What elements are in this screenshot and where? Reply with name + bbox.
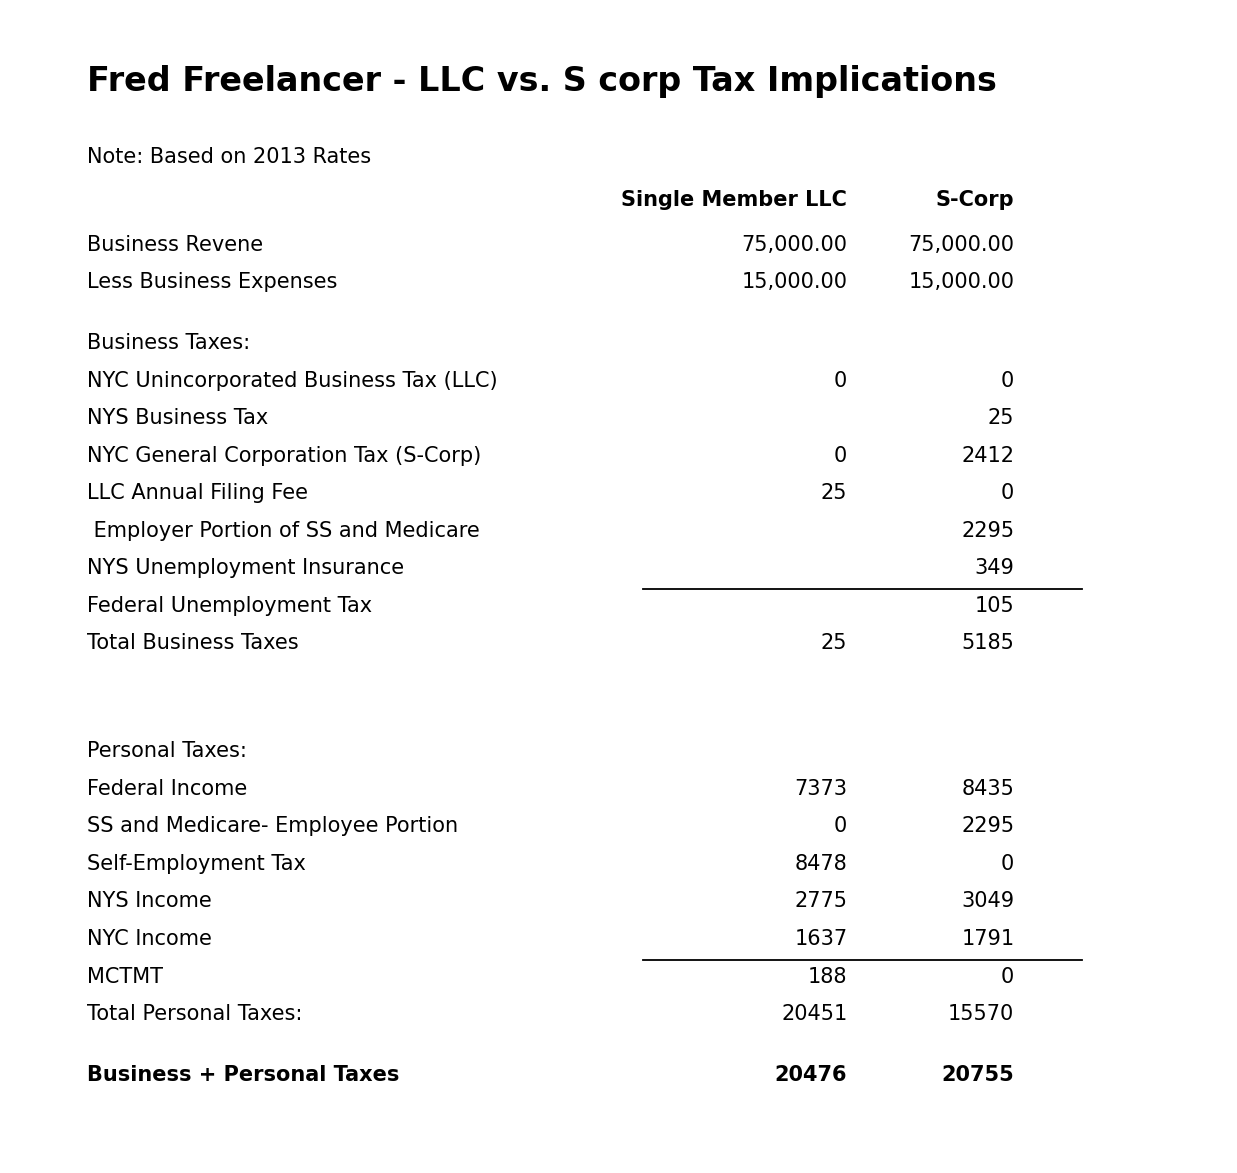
Text: Business Revene: Business Revene — [87, 235, 262, 255]
Text: 7373: 7373 — [794, 779, 847, 799]
Text: 0: 0 — [1001, 371, 1014, 391]
Text: Less Business Expenses: Less Business Expenses — [87, 272, 336, 292]
Text: 3049: 3049 — [961, 891, 1014, 911]
Text: Business Taxes:: Business Taxes: — [87, 333, 250, 353]
Text: 20476: 20476 — [774, 1065, 847, 1085]
Text: NYC Income: NYC Income — [87, 929, 212, 949]
Text: 2412: 2412 — [961, 446, 1014, 466]
Text: 0: 0 — [834, 371, 847, 391]
Text: 0: 0 — [1001, 967, 1014, 986]
Text: 2295: 2295 — [961, 816, 1014, 836]
Text: 1791: 1791 — [961, 929, 1014, 949]
Text: NYS Income: NYS Income — [87, 891, 212, 911]
Text: 349: 349 — [975, 558, 1014, 578]
Text: NYS Unemployment Insurance: NYS Unemployment Insurance — [87, 558, 403, 578]
Text: Personal Taxes:: Personal Taxes: — [87, 741, 246, 761]
Text: S-Corp: S-Corp — [935, 190, 1014, 210]
Text: 2295: 2295 — [961, 521, 1014, 541]
Text: Business + Personal Taxes: Business + Personal Taxes — [87, 1065, 400, 1085]
Text: MCTMT: MCTMT — [87, 967, 162, 986]
Text: 20755: 20755 — [941, 1065, 1014, 1085]
Text: 188: 188 — [808, 967, 847, 986]
Text: Total Business Taxes: Total Business Taxes — [87, 633, 298, 653]
Text: 15570: 15570 — [948, 1004, 1014, 1024]
Text: NYC Unincorporated Business Tax (LLC): NYC Unincorporated Business Tax (LLC) — [87, 371, 497, 391]
Text: SS and Medicare- Employee Portion: SS and Medicare- Employee Portion — [87, 816, 458, 836]
Text: 0: 0 — [834, 446, 847, 466]
Text: Self-Employment Tax: Self-Employment Tax — [87, 854, 306, 874]
Text: Single Member LLC: Single Member LLC — [621, 190, 847, 210]
Text: 25: 25 — [821, 633, 847, 653]
Text: 25: 25 — [988, 408, 1014, 428]
Text: 8435: 8435 — [961, 779, 1014, 799]
Text: Total Personal Taxes:: Total Personal Taxes: — [87, 1004, 302, 1024]
Text: 75,000.00: 75,000.00 — [741, 235, 847, 255]
Text: 75,000.00: 75,000.00 — [908, 235, 1014, 255]
Text: 25: 25 — [821, 483, 847, 503]
Text: Federal Income: Federal Income — [87, 779, 247, 799]
Text: 0: 0 — [1001, 854, 1014, 874]
Text: Federal Unemployment Tax: Federal Unemployment Tax — [87, 596, 371, 616]
Text: 2775: 2775 — [794, 891, 847, 911]
Text: Note: Based on 2013 Rates: Note: Based on 2013 Rates — [87, 147, 371, 167]
Text: 15,000.00: 15,000.00 — [908, 272, 1014, 292]
Text: 105: 105 — [975, 596, 1014, 616]
Text: 1637: 1637 — [794, 929, 847, 949]
Text: NYC General Corporation Tax (S-Corp): NYC General Corporation Tax (S-Corp) — [87, 446, 481, 466]
Text: 8478: 8478 — [794, 854, 847, 874]
Text: 15,000.00: 15,000.00 — [741, 272, 847, 292]
Text: Fred Freelancer - LLC vs. S corp Tax Implications: Fred Freelancer - LLC vs. S corp Tax Imp… — [87, 65, 997, 97]
Text: 0: 0 — [1001, 483, 1014, 503]
Text: 5185: 5185 — [961, 633, 1014, 653]
Text: LLC Annual Filing Fee: LLC Annual Filing Fee — [87, 483, 308, 503]
Text: 0: 0 — [834, 816, 847, 836]
Text: NYS Business Tax: NYS Business Tax — [87, 408, 268, 428]
Text: Employer Portion of SS and Medicare: Employer Portion of SS and Medicare — [87, 521, 480, 541]
Text: 20451: 20451 — [781, 1004, 847, 1024]
